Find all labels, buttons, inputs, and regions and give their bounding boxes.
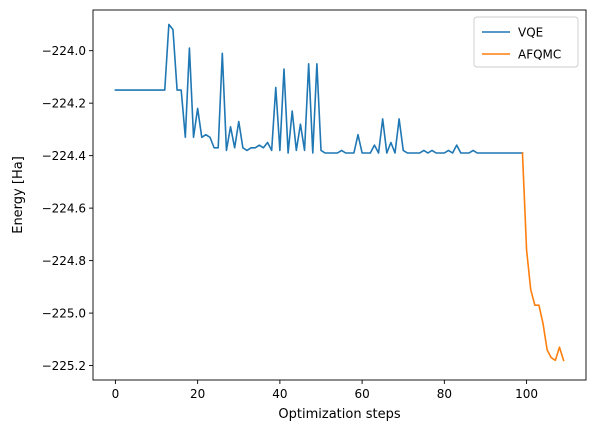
legend: VQE AFQMC — [473, 16, 579, 68]
axes-frame — [92, 9, 587, 381]
y-axis: −224.0 −224.2 −224.4 −224.6 −224.8 −225.0 −225… — [42, 44, 93, 373]
y-axis-label: Energy [Ha] — [11, 156, 26, 234]
x-axis: 0 20 40 60 80 100 — [112, 380, 538, 401]
y-tick-label: −224.4 — [42, 149, 86, 163]
y-tick-label: −224.2 — [42, 96, 86, 110]
x-tick-label: 20 — [190, 387, 205, 401]
series-line-vqe — [114, 23, 524, 154]
y-tick-label: −225.2 — [42, 359, 86, 373]
y-tick-label: −224.6 — [42, 201, 86, 215]
legend-label-afqmc: AFQMC — [518, 48, 561, 62]
x-tick-label: 60 — [354, 387, 369, 401]
x-tick-label: 100 — [515, 387, 538, 401]
y-tick-label: −224.8 — [42, 254, 86, 268]
y-tick-label: −224.0 — [42, 44, 86, 58]
x-axis-label: Optimization steps — [278, 407, 400, 422]
x-tick-label: 0 — [112, 387, 120, 401]
x-tick-label: 80 — [437, 387, 452, 401]
x-tick-label: 40 — [272, 387, 287, 401]
series-line-afqmc — [521, 152, 565, 362]
legend-label-vqe: VQE — [518, 26, 543, 40]
plot-area — [114, 23, 565, 362]
y-tick-label: −225.0 — [42, 306, 86, 320]
